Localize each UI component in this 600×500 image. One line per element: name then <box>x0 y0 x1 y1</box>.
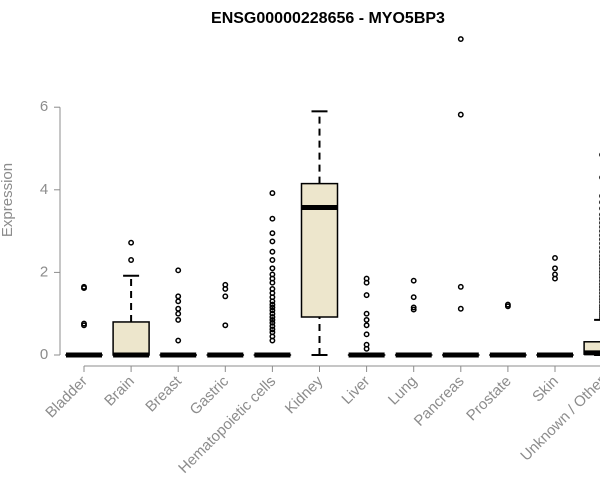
outlier-point <box>363 322 370 329</box>
outlier-point <box>552 271 558 278</box>
outlier-point <box>457 305 464 312</box>
x-tick-label: Breast <box>142 372 185 415</box>
outlier-point <box>81 320 87 327</box>
x-tick-label: Lung <box>385 373 421 409</box>
x-tick-label: Liver <box>338 373 373 408</box>
outlier-point <box>363 292 370 299</box>
outlier-point <box>175 316 182 323</box>
outlier-point <box>269 310 276 317</box>
outlier-point <box>410 304 417 311</box>
outlier-point <box>269 215 276 222</box>
outlier-point <box>269 238 276 245</box>
y-axis: 0 2 4 6 <box>40 98 61 363</box>
outlier-point <box>269 265 276 272</box>
outlier-point <box>363 341 370 348</box>
outlier-point <box>269 319 276 326</box>
outlier-point <box>504 301 511 308</box>
outlier-point <box>552 265 558 272</box>
box-hematopoietic-cells <box>253 190 292 358</box>
outlier-point <box>552 254 558 261</box>
outlier-point <box>175 310 182 317</box>
outlier-point <box>457 36 464 43</box>
outlier-point <box>175 337 182 344</box>
box-bladder <box>65 283 103 358</box>
x-tick-label: Bladder <box>42 373 91 422</box>
box-liver <box>347 275 386 358</box>
outlier-point <box>363 310 370 317</box>
y-tick-label: 6 <box>40 98 48 115</box>
outlier-point <box>269 326 276 333</box>
outlier-point <box>410 294 417 301</box>
outlier-point <box>222 281 229 288</box>
x-tick-label: Pancreas <box>411 373 468 430</box>
box-kidney <box>300 110 339 356</box>
outlier-point <box>269 230 276 237</box>
box-iqr <box>300 182 339 318</box>
y-tick-label: 0 <box>40 346 48 363</box>
outlier-point <box>175 298 182 305</box>
box-prostate <box>489 301 527 358</box>
outlier-point <box>269 285 276 292</box>
x-tick-label: Skin <box>529 373 562 406</box>
box-iqr <box>112 321 150 356</box>
y-axis-label: Expression <box>0 163 16 237</box>
outlier-point <box>269 307 276 314</box>
outlier-point <box>269 304 276 311</box>
x-tick-label: Gastric <box>187 372 233 418</box>
outlier-point <box>269 323 276 330</box>
x-tick-label: Prostate <box>463 373 515 425</box>
outlier-point <box>457 111 464 118</box>
outlier-point <box>269 257 276 263</box>
box-lung <box>394 277 433 358</box>
outlier-point <box>269 248 276 255</box>
outlier-point <box>175 305 182 312</box>
outlier-point <box>269 314 276 320</box>
outlier-point <box>128 239 135 246</box>
outlier-point <box>363 316 370 323</box>
outlier-point <box>410 306 417 313</box>
box-brain <box>112 239 150 358</box>
outlier-point <box>269 329 276 336</box>
outlier-point <box>363 331 370 338</box>
x-tick-label: Brain <box>101 373 138 410</box>
outlier-point <box>363 275 370 282</box>
box-skin <box>536 254 574 358</box>
outlier-point <box>269 301 276 308</box>
y-tick-label: 2 <box>40 263 48 280</box>
x-tick-label: Kidney <box>282 372 327 417</box>
outlier-point <box>222 322 229 329</box>
outlier-point <box>175 267 182 274</box>
outlier-point <box>269 316 276 323</box>
outlier-point <box>410 277 417 284</box>
outlier-point <box>175 293 182 300</box>
boxes-group <box>65 36 600 358</box>
outlier-point <box>457 283 464 290</box>
box-unknown-other <box>583 152 600 356</box>
box-breast <box>159 267 197 358</box>
box-gastric <box>206 281 245 358</box>
outlier-point <box>269 190 276 197</box>
outlier-point <box>269 271 276 278</box>
outlier-point <box>222 293 229 300</box>
outlier-point <box>81 283 87 290</box>
outlier-point <box>128 257 135 263</box>
y-tick-label: 4 <box>40 181 48 198</box>
chart-title: ENSG00000228656 - MYO5BP3 <box>211 10 445 27</box>
box-pancreas <box>442 36 480 358</box>
